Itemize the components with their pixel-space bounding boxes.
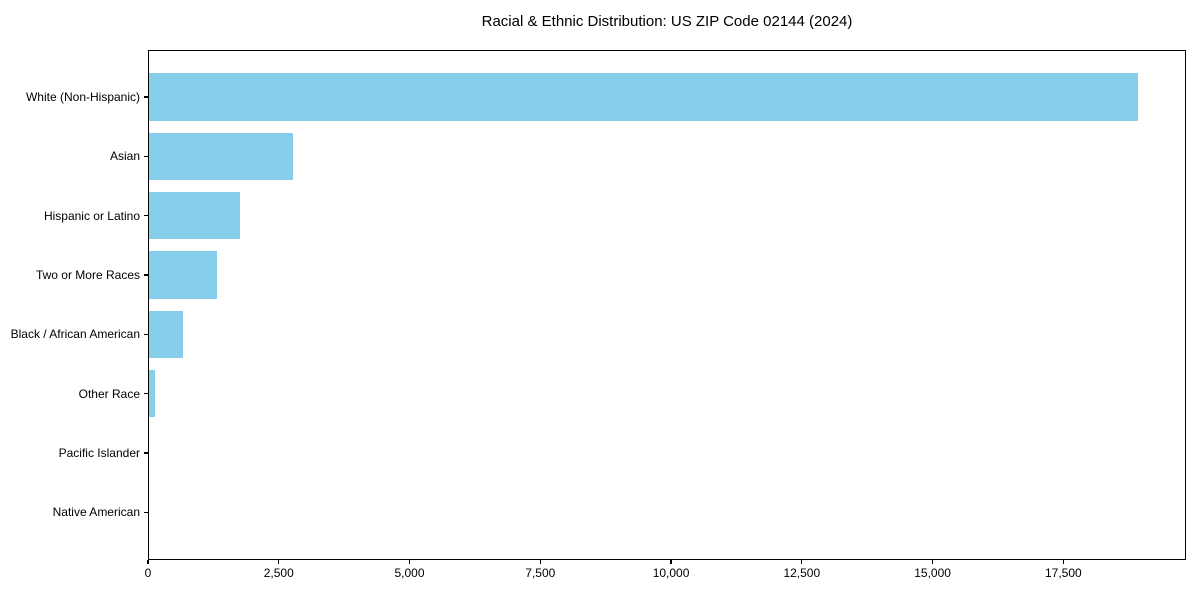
y-tick-mark — [144, 155, 148, 157]
y-tick-mark — [144, 393, 148, 395]
x-tick-mark — [1062, 560, 1064, 564]
y-tick-mark — [144, 511, 148, 513]
x-tick-mark — [801, 560, 803, 564]
y-tick-label: Asian — [109, 149, 140, 164]
y-tick-mark — [144, 333, 148, 335]
x-tick-label: 10,000 — [652, 566, 690, 580]
y-tick-mark — [144, 215, 148, 217]
y-tick-label: Other Race — [78, 386, 140, 401]
x-tick-mark — [278, 560, 280, 564]
y-tick-label: White (Non-Hispanic) — [25, 90, 140, 104]
y-tick-mark — [144, 452, 148, 454]
x-tick-mark — [931, 560, 934, 564]
chart-title: Racial & Ethnic Distribution: US ZIP Cod… — [481, 13, 853, 30]
x-tick-label: 0 — [144, 566, 152, 580]
y-tick-label: Two or More Races — [35, 267, 140, 282]
x-tick-mark — [670, 560, 672, 564]
y-tick-mark — [144, 274, 148, 276]
y-tick-label: Hispanic or Latino — [43, 208, 140, 223]
x-tick-label: 7,500 — [525, 566, 556, 580]
bar-1 — [149, 132, 293, 181]
x-tick-label: 15,000 — [914, 566, 951, 580]
bar-4 — [149, 310, 183, 359]
bar-0 — [149, 73, 1138, 121]
x-tick-label: 17,500 — [1044, 566, 1082, 580]
x-tick-label: 5,000 — [394, 566, 425, 580]
bar-3 — [149, 251, 217, 299]
x-tick-mark — [539, 560, 541, 564]
x-tick-mark — [147, 560, 149, 564]
y-tick-mark — [144, 96, 148, 98]
plot-area — [148, 50, 1186, 560]
y-tick-label: Black / African American — [10, 327, 140, 342]
y-tick-label: Native American — [52, 505, 140, 520]
x-tick-label: 12,500 — [783, 566, 821, 580]
x-tick-label: 2,500 — [263, 566, 294, 580]
y-tick-label: Pacific Islander — [58, 445, 140, 460]
x-tick-mark — [408, 560, 411, 564]
bar-2 — [149, 191, 240, 240]
bar-5 — [149, 369, 155, 418]
